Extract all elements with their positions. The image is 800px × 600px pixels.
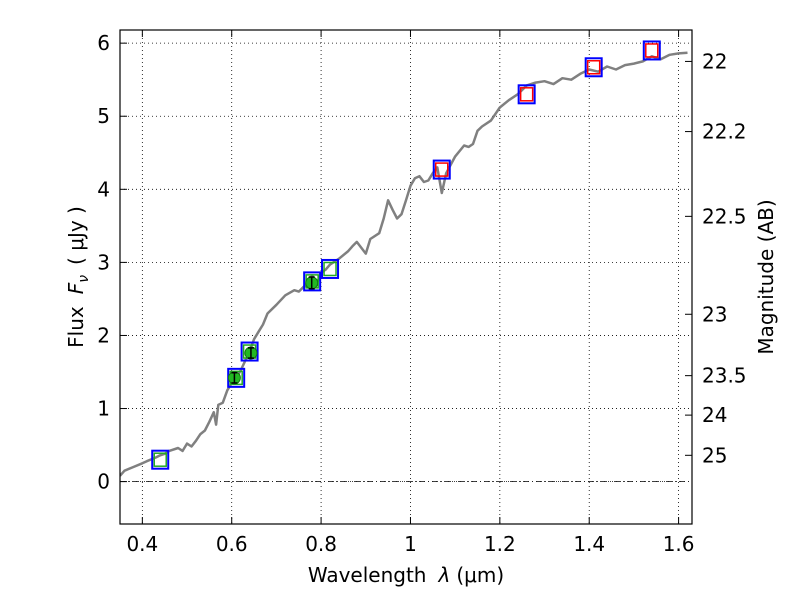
model-photometry-square <box>153 452 167 467</box>
y-tick-label: 0 <box>97 470 110 494</box>
y-tick-label: 3 <box>97 250 110 274</box>
y-tick-label: 1 <box>97 397 110 421</box>
x-axis-unit: (μm) <box>456 563 504 587</box>
x-tick-label: 0.8 <box>305 532 337 556</box>
photometry-square <box>321 258 340 279</box>
y2-axis-title: Magnitude (AB) <box>754 199 778 354</box>
y2-tick-label: 22.5 <box>702 204 747 228</box>
x-tick-label: 1.4 <box>573 532 605 556</box>
photometry-square <box>584 57 603 78</box>
x-tick-label: 1.2 <box>484 532 516 556</box>
x-axis-label: Wavelength <box>308 563 427 587</box>
y2-tick-label: 23.5 <box>702 364 747 388</box>
model-photometry-square <box>323 261 337 277</box>
model-photometry-square <box>586 60 601 75</box>
photometry-square <box>432 159 451 180</box>
tick-labels: 0.4 0.6 0.8 1 1.2 1.4 1.601234562222.222.52323… <box>97 31 746 556</box>
y-axis-title: Flux Fν ( μJy ) <box>64 206 92 348</box>
model-photometry-square <box>435 162 449 177</box>
photometry-square <box>517 84 536 105</box>
y-tick-label: 4 <box>97 177 110 201</box>
y-axis-label: Flux <box>64 306 88 348</box>
y2-tick-label: 24 <box>702 403 727 427</box>
x-tick-label: 0.4 <box>126 532 158 556</box>
x-axis-title: Wavelength λ (μm) <box>308 563 504 587</box>
model-photometry-square <box>519 87 534 102</box>
photometry-square <box>303 271 322 292</box>
y-tick-label: 6 <box>97 31 110 55</box>
x-axis-symbol: λ <box>438 563 451 587</box>
y2-tick-label: 25 <box>702 443 727 467</box>
ticks <box>120 30 692 524</box>
y2-tick-label: 23 <box>702 302 727 326</box>
photometry-square <box>642 40 661 61</box>
y-axis-symbol: F <box>64 282 88 294</box>
y-tick-label: 5 <box>97 104 110 128</box>
model-photometry-square <box>645 43 659 58</box>
plot-area <box>120 40 688 477</box>
y-tick-label: 2 <box>97 323 110 347</box>
x-tick-label: 1 <box>404 532 417 556</box>
plot-content <box>120 40 688 477</box>
y2-tick-label: 22.2 <box>702 120 747 144</box>
y-axis-subscript: ν <box>76 275 92 283</box>
grid <box>120 30 692 524</box>
model-sed-line <box>120 51 688 477</box>
plot-frame <box>119 29 693 525</box>
photometry-square <box>240 341 259 362</box>
photometry-square <box>151 449 170 470</box>
x-tick-label: 0.6 <box>216 532 248 556</box>
x-tick-label: 1.6 <box>663 532 695 556</box>
y2-tick-label: 22 <box>702 49 727 73</box>
y-axis-unit: ( μJy ) <box>64 206 88 265</box>
